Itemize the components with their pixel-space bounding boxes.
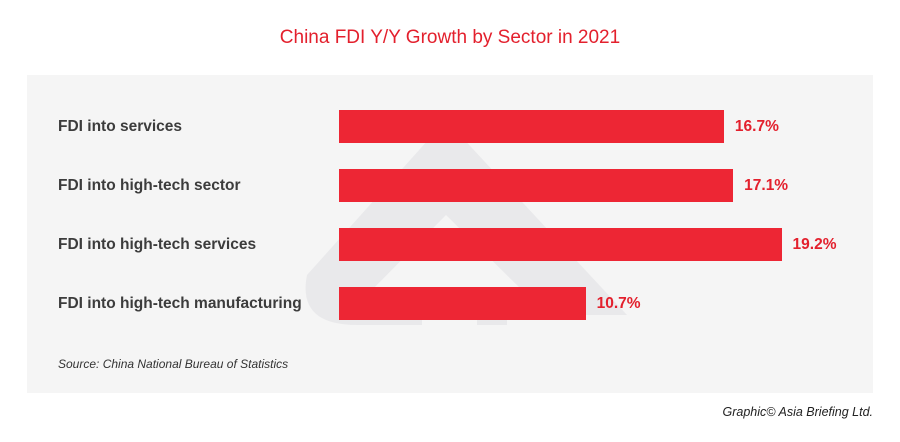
graphic-credit: Graphic© Asia Briefing Ltd. xyxy=(722,405,873,419)
category-label: FDI into services xyxy=(58,118,183,135)
data-label: 16.7% xyxy=(734,118,779,135)
data-label: 17.1% xyxy=(744,177,789,194)
category-label: FDI into high-tech manufacturing xyxy=(58,295,302,312)
watermark-logo xyxy=(305,120,627,325)
bar xyxy=(339,169,734,202)
category-label: FDI into high-tech sector xyxy=(58,177,241,194)
category-label: FDI into high-tech services xyxy=(58,236,257,253)
chart-panel: FDI into services 16.7% FDI into high-tech… xyxy=(27,75,873,393)
source-note: Source: China National Bureau of Statist… xyxy=(58,357,289,371)
chart-title: China FDI Y/Y Growth by Sector in 2021 xyxy=(279,27,621,48)
bar xyxy=(339,110,724,143)
data-label: 19.2% xyxy=(792,236,837,253)
data-label: 10.7% xyxy=(596,295,641,312)
bar xyxy=(339,287,586,320)
bar xyxy=(339,228,782,261)
